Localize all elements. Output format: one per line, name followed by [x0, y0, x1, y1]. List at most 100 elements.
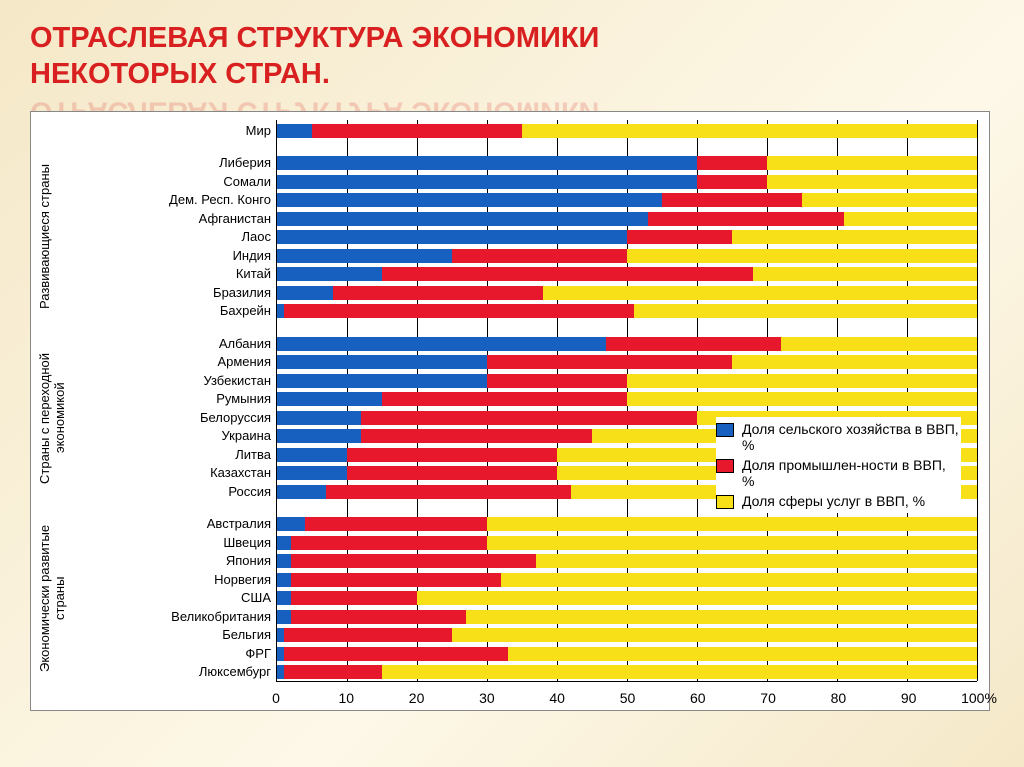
y-axis-label: ФРГ	[91, 647, 271, 661]
y-axis-label: Дем. Респ. Конго	[91, 193, 271, 207]
bar-segment-agriculture	[277, 665, 284, 679]
legend-label: Доля сферы услуг в ВВП, %	[742, 493, 925, 509]
bar-segment-services	[522, 124, 977, 138]
bar-segment-services	[634, 304, 977, 318]
y-axis-label: Румыния	[91, 392, 271, 406]
bar-row	[277, 230, 977, 244]
x-axis-label: 40	[549, 690, 565, 706]
bar-segment-agriculture	[277, 337, 606, 351]
bar-row	[277, 286, 977, 300]
bar-segment-industry	[487, 374, 627, 388]
bar-segment-agriculture	[277, 193, 662, 207]
bar-segment-services	[802, 193, 977, 207]
bar-row	[277, 304, 977, 318]
bar-segment-industry	[627, 230, 732, 244]
y-axis-label: Литва	[91, 448, 271, 462]
bar-segment-industry	[284, 628, 452, 642]
bar-segment-agriculture	[277, 573, 291, 587]
bar-segment-agriculture	[277, 517, 305, 531]
bar-segment-services	[732, 230, 977, 244]
chart-legend: Доля сельского хозяйства в ВВП, % Доля пр…	[716, 417, 961, 513]
y-axis-label: Индия	[91, 249, 271, 263]
bar-row	[277, 628, 977, 642]
title-line1: Отраслевая структура экономики	[30, 20, 994, 56]
chart-plot-area	[276, 120, 977, 682]
bar-segment-industry	[326, 485, 571, 499]
x-axis-label: 90	[901, 690, 917, 706]
legend-item: Доля промышлен-ности в ВВП, %	[716, 457, 961, 489]
bar-segment-agriculture	[277, 628, 284, 642]
bar-segment-agriculture	[277, 156, 697, 170]
bar-row	[277, 249, 977, 263]
y-axis-label: Армения	[91, 355, 271, 369]
bar-segment-services	[508, 647, 977, 661]
bar-segment-agriculture	[277, 124, 312, 138]
bar-segment-industry	[697, 175, 767, 189]
bar-segment-services	[417, 591, 977, 605]
slide-title: Отраслевая структура экономики некоторых…	[30, 20, 994, 93]
y-axis-label: Австралия	[91, 517, 271, 531]
bar-row	[277, 124, 977, 138]
y-axis-label: Китай	[91, 267, 271, 281]
bar-row	[277, 212, 977, 226]
bar-row	[277, 665, 977, 679]
legend-swatch	[716, 423, 734, 437]
bar-segment-industry	[382, 392, 627, 406]
y-axis-label: США	[91, 591, 271, 605]
x-axis-label: 50	[620, 690, 636, 706]
bar-segment-agriculture	[277, 286, 333, 300]
grid-line	[977, 120, 978, 681]
bar-row	[277, 392, 977, 406]
x-axis-label: 100%	[961, 690, 997, 706]
x-axis-label: 70	[760, 690, 776, 706]
bar-segment-agriculture	[277, 448, 347, 462]
bar-segment-industry	[284, 647, 508, 661]
bar-segment-services	[753, 267, 977, 281]
x-axis-label: 30	[479, 690, 495, 706]
legend-swatch	[716, 495, 734, 509]
bar-segment-services	[543, 286, 977, 300]
y-axis-label: Бразилия	[91, 286, 271, 300]
bar-segment-agriculture	[277, 466, 347, 480]
bar-row	[277, 647, 977, 661]
title-line2: некоторых стран.	[30, 56, 994, 92]
y-axis-label: Япония	[91, 554, 271, 568]
y-axis-label: Люксембург	[91, 665, 271, 679]
group-label: Страны с переходной экономикой	[37, 337, 59, 499]
legend-item: Доля сельского хозяйства в ВВП, %	[716, 421, 961, 453]
bar-segment-industry	[697, 156, 767, 170]
bar-segment-agriculture	[277, 304, 284, 318]
bar-row	[277, 175, 977, 189]
y-axis-label: Либерия	[91, 156, 271, 170]
y-axis-label: Белоруссия	[91, 411, 271, 425]
bar-segment-industry	[648, 212, 844, 226]
bar-segment-agriculture	[277, 212, 648, 226]
x-axis-label: 20	[409, 690, 425, 706]
bar-segment-industry	[291, 554, 536, 568]
bar-segment-industry	[291, 591, 417, 605]
bar-segment-industry	[487, 355, 732, 369]
bar-segment-industry	[291, 573, 501, 587]
bar-row	[277, 355, 977, 369]
bar-segment-industry	[662, 193, 802, 207]
y-axis-label: Мир	[91, 124, 271, 138]
bar-segment-industry	[361, 411, 697, 425]
bar-segment-agriculture	[277, 392, 382, 406]
bar-segment-services	[487, 536, 977, 550]
bar-segment-services	[536, 554, 977, 568]
bar-segment-agriculture	[277, 536, 291, 550]
bar-segment-industry	[291, 536, 487, 550]
y-axis-label: Великобритания	[91, 610, 271, 624]
bar-segment-agriculture	[277, 267, 382, 281]
bar-segment-services	[781, 337, 977, 351]
y-axis-label: Швеция	[91, 536, 271, 550]
x-axis-label: 80	[831, 690, 847, 706]
bar-row	[277, 536, 977, 550]
bar-segment-agriculture	[277, 429, 361, 443]
bar-row	[277, 591, 977, 605]
legend-label: Доля промышлен-ности в ВВП, %	[742, 457, 961, 489]
group-label: Развивающиеся страны	[37, 156, 59, 318]
chart-container: Доля сельского хозяйства в ВВП, % Доля пр…	[30, 111, 990, 711]
y-axis-label: Казахстан	[91, 466, 271, 480]
bar-row	[277, 156, 977, 170]
